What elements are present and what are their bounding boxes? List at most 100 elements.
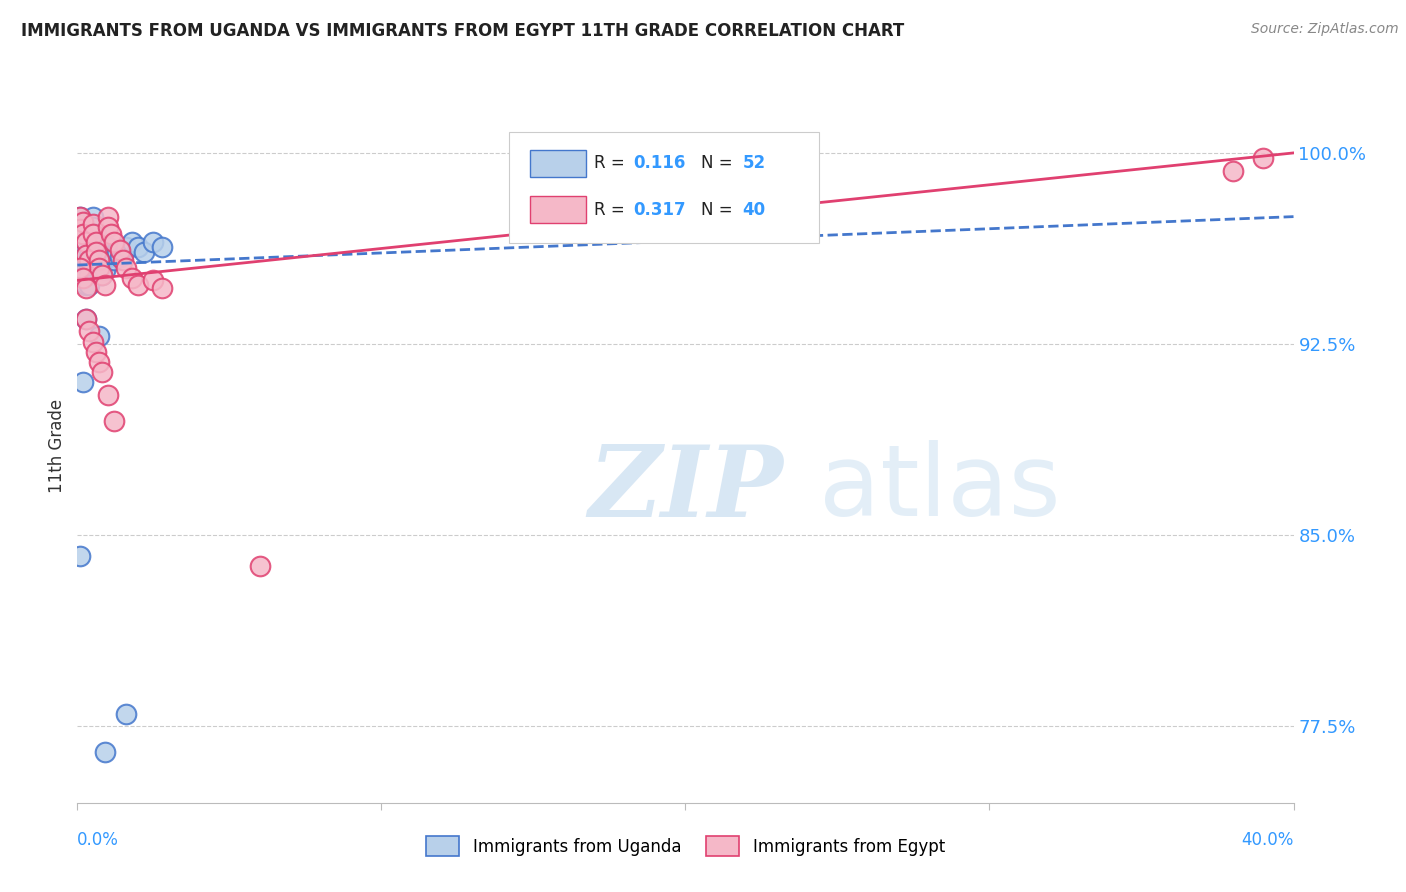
Point xyxy=(69,549,91,563)
Text: N =: N = xyxy=(702,154,738,172)
Point xyxy=(82,217,104,231)
Point xyxy=(75,311,97,326)
Point xyxy=(87,252,110,267)
Point xyxy=(121,235,143,249)
Point xyxy=(79,252,101,267)
Point xyxy=(103,252,125,267)
Point xyxy=(103,235,125,249)
Point xyxy=(72,270,94,285)
Point xyxy=(97,219,120,234)
Text: Source: ZipAtlas.com: Source: ZipAtlas.com xyxy=(1251,22,1399,37)
FancyBboxPatch shape xyxy=(530,150,586,177)
Point xyxy=(69,210,91,224)
Point xyxy=(1222,163,1244,178)
Text: 0.0%: 0.0% xyxy=(77,831,120,849)
Point xyxy=(108,243,131,257)
Point xyxy=(69,210,91,224)
Point xyxy=(97,251,120,265)
Point xyxy=(79,268,101,283)
Point xyxy=(115,706,138,721)
Text: R =: R = xyxy=(595,201,630,219)
Point xyxy=(87,329,110,343)
Point xyxy=(72,252,94,267)
Point xyxy=(87,260,110,275)
Point xyxy=(134,245,156,260)
Point xyxy=(82,334,104,349)
Point xyxy=(1251,151,1274,165)
Point xyxy=(93,252,115,267)
Point xyxy=(84,248,107,262)
Point xyxy=(127,240,149,254)
Point xyxy=(72,240,94,254)
Text: ZIP: ZIP xyxy=(588,441,783,537)
Point xyxy=(69,222,91,236)
Point xyxy=(108,251,131,265)
Point xyxy=(75,248,97,262)
Point xyxy=(72,217,94,231)
Point xyxy=(82,240,104,254)
Point xyxy=(93,263,115,277)
Text: IMMIGRANTS FROM UGANDA VS IMMIGRANTS FROM EGYPT 11TH GRADE CORRELATION CHART: IMMIGRANTS FROM UGANDA VS IMMIGRANTS FRO… xyxy=(21,22,904,40)
Point xyxy=(75,268,97,283)
Point xyxy=(90,258,112,272)
Point xyxy=(84,258,107,272)
Legend: Immigrants from Uganda, Immigrants from Egypt: Immigrants from Uganda, Immigrants from … xyxy=(419,830,952,863)
Point xyxy=(82,227,104,242)
Point xyxy=(75,235,97,249)
Point xyxy=(142,273,165,287)
Point xyxy=(75,311,97,326)
Point xyxy=(121,270,143,285)
Point xyxy=(142,235,165,249)
Point xyxy=(87,240,110,254)
Point xyxy=(103,413,125,427)
Point xyxy=(75,235,97,249)
Point xyxy=(90,248,112,262)
Text: R =: R = xyxy=(595,154,630,172)
Point xyxy=(111,248,134,262)
Point xyxy=(72,215,94,229)
Point xyxy=(93,278,115,293)
Point xyxy=(82,210,104,224)
Point xyxy=(90,268,112,283)
Point xyxy=(82,251,104,265)
Point xyxy=(69,222,91,236)
Point xyxy=(115,240,138,254)
Point xyxy=(72,227,94,242)
Text: 40.0%: 40.0% xyxy=(1241,831,1294,849)
Text: 0.116: 0.116 xyxy=(633,154,686,172)
Point xyxy=(105,245,128,260)
Point xyxy=(100,248,122,262)
Point xyxy=(90,268,112,283)
Point xyxy=(100,227,122,242)
Point xyxy=(90,365,112,379)
Text: atlas: atlas xyxy=(820,441,1062,537)
Point xyxy=(72,376,94,390)
Point xyxy=(87,251,110,265)
Point xyxy=(97,210,120,224)
Point xyxy=(72,227,94,242)
Point xyxy=(111,252,134,267)
Point xyxy=(82,219,104,234)
FancyBboxPatch shape xyxy=(509,132,820,243)
Point xyxy=(69,260,91,275)
Point xyxy=(84,245,107,260)
Point xyxy=(75,258,97,272)
Point xyxy=(79,324,101,338)
Point xyxy=(69,235,91,249)
Point xyxy=(84,235,107,249)
Point xyxy=(84,237,107,252)
Point xyxy=(152,281,174,295)
Point xyxy=(84,344,107,359)
Point xyxy=(84,227,107,242)
Point xyxy=(75,248,97,262)
Text: 0.317: 0.317 xyxy=(633,201,686,219)
Point xyxy=(97,240,120,254)
Y-axis label: 11th Grade: 11th Grade xyxy=(48,399,66,493)
Point xyxy=(82,230,104,244)
Point xyxy=(152,240,174,254)
Point xyxy=(127,278,149,293)
Point xyxy=(87,355,110,369)
Text: 52: 52 xyxy=(742,154,766,172)
Point xyxy=(93,745,115,759)
Point xyxy=(87,260,110,275)
